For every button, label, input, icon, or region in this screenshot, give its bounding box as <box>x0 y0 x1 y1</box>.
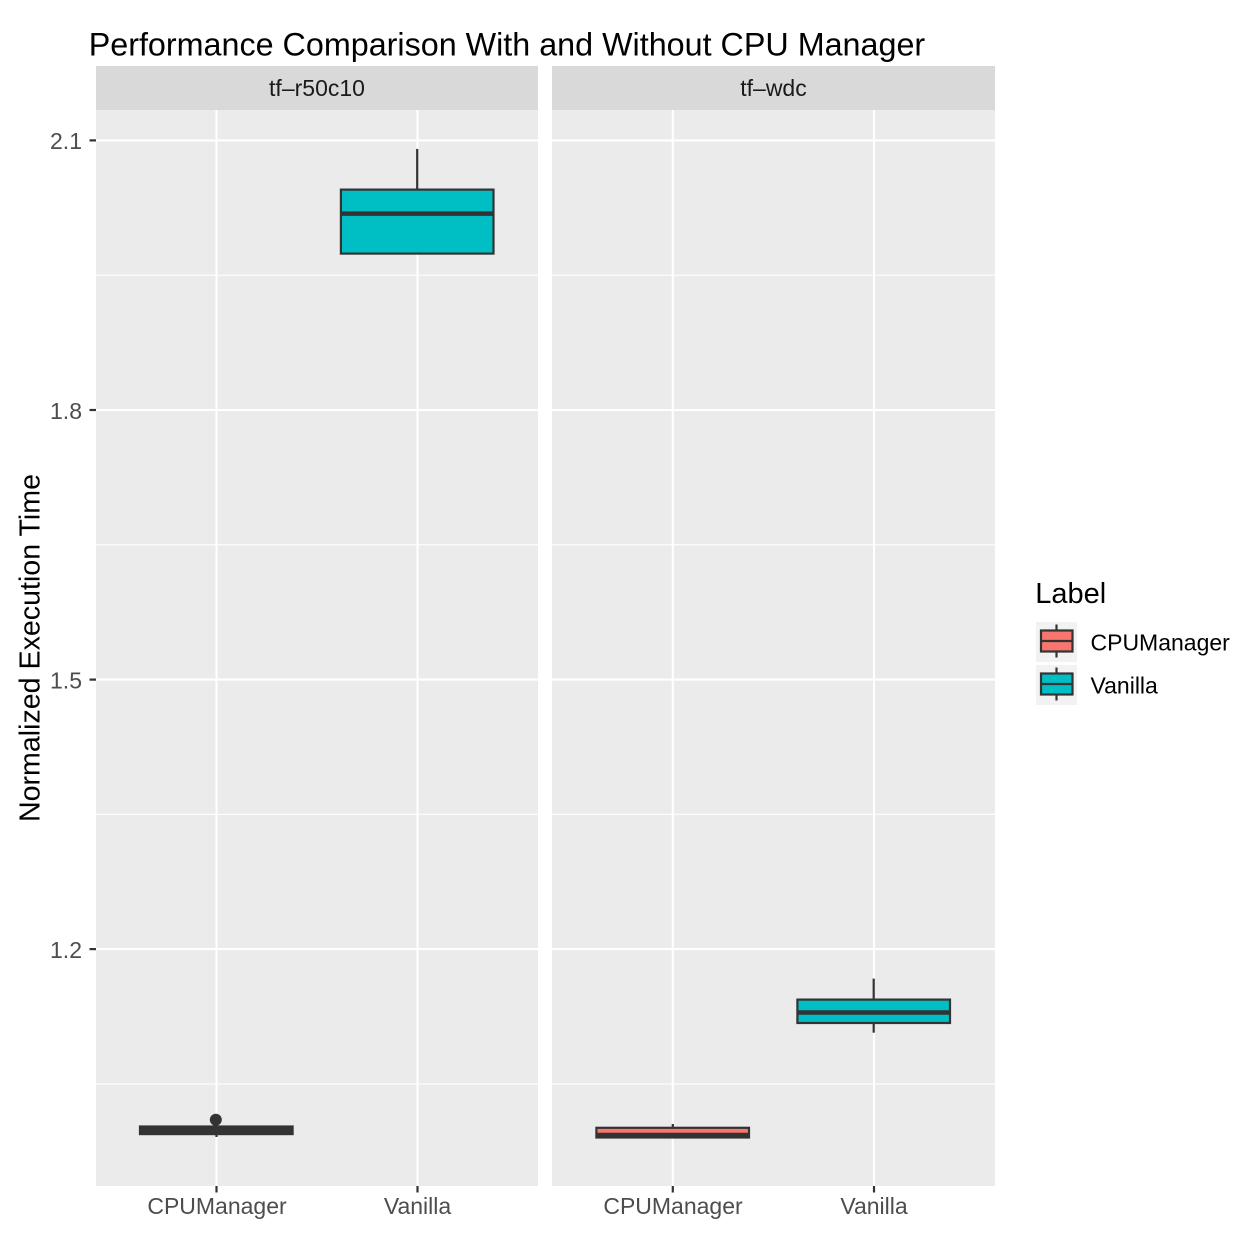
svg-text:CPUManager: CPUManager <box>603 1193 743 1219</box>
svg-text:Normalized Execution Time: Normalized Execution Time <box>15 474 47 822</box>
svg-text:1.8: 1.8 <box>50 398 82 424</box>
svg-text:tf–wdc: tf–wdc <box>740 75 806 101</box>
svg-text:1.2: 1.2 <box>50 937 82 963</box>
svg-text:1.5: 1.5 <box>50 667 82 693</box>
svg-text:Vanilla: Vanilla <box>384 1193 452 1219</box>
svg-text:2.1: 2.1 <box>50 128 82 154</box>
svg-text:Label: Label <box>1035 578 1106 610</box>
svg-text:tf–r50c10: tf–r50c10 <box>269 75 365 101</box>
svg-text:Vanilla: Vanilla <box>1091 673 1159 699</box>
svg-text:Performance Comparison With an: Performance Comparison With and Without … <box>89 27 926 63</box>
svg-text:CPUManager: CPUManager <box>1091 630 1231 656</box>
svg-text:Vanilla: Vanilla <box>840 1193 908 1219</box>
svg-text:CPUManager: CPUManager <box>147 1193 287 1219</box>
